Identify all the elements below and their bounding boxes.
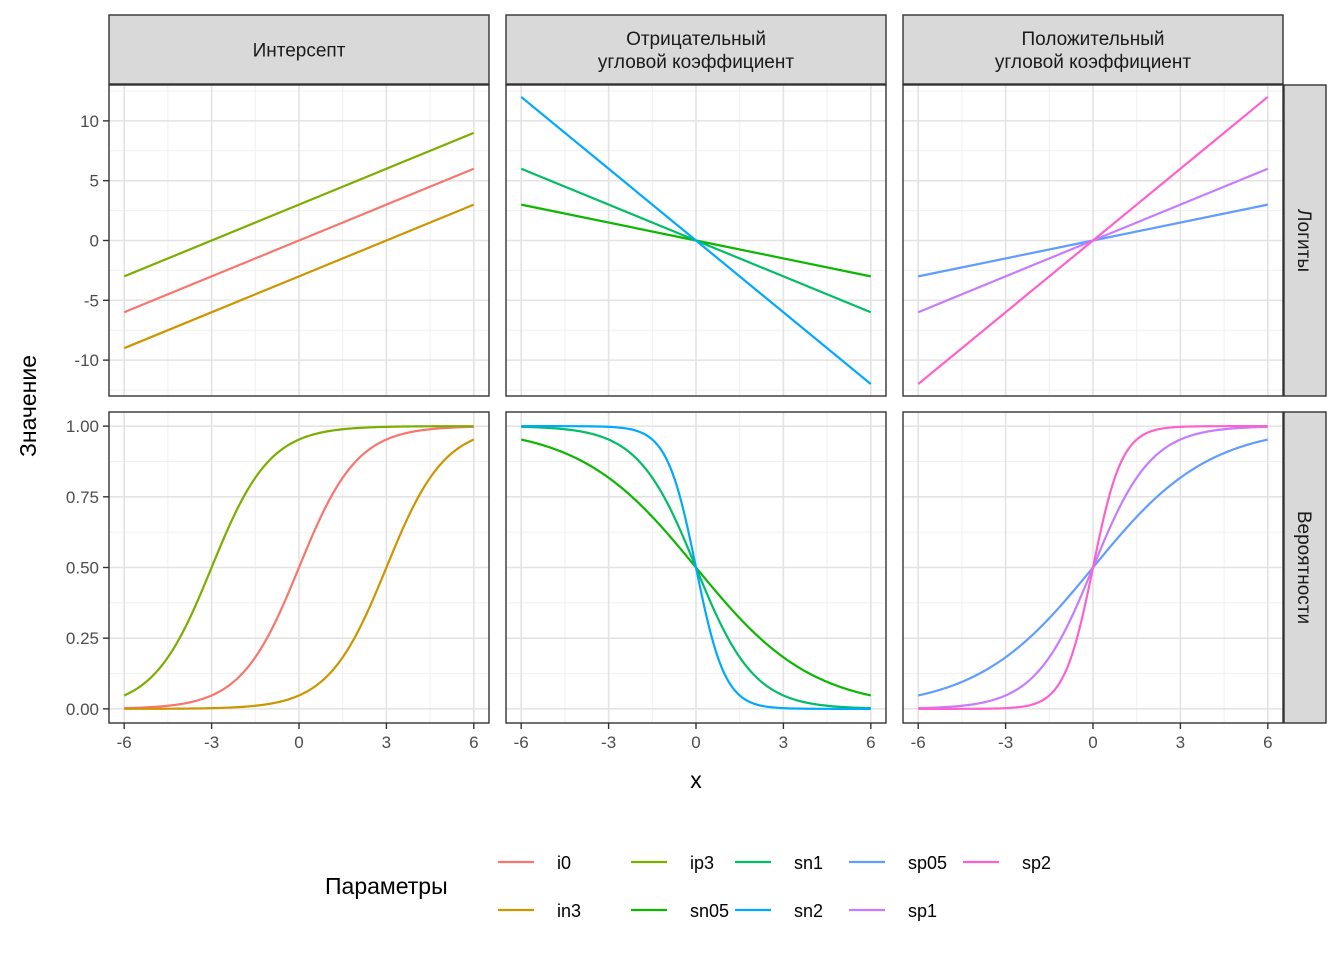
x-tick-label: 3 [1176, 733, 1185, 752]
x-tick-label: -3 [601, 733, 616, 752]
y-tick-label: -10 [74, 351, 99, 370]
y-axis-logit: -10 -5 0 5 10 [74, 112, 109, 370]
legend-item-ip3: ip3 [631, 853, 714, 873]
legend: Параметры i0 in3 ip3 sn05 sn1 sn2 sp05 sp1 sp2 [325, 853, 1051, 921]
legend-item-sp1: sp1 [849, 901, 937, 921]
legend-label: i0 [557, 853, 571, 873]
row-strips: Логиты Вероятности [1283, 84, 1327, 724]
y-tick-label: 1.00 [66, 417, 99, 436]
series-line-sn2 [521, 425, 871, 710]
x-tick-label: 0 [691, 733, 700, 752]
y-tick-label: 5 [90, 172, 99, 191]
x-tick-label: -6 [514, 733, 529, 752]
panel-prob-neg [505, 411, 887, 724]
x-tick-label: 3 [382, 733, 391, 752]
legend-item-sp05: sp05 [849, 853, 947, 873]
legend-label: sn05 [690, 901, 729, 921]
y-axis-title: Значение [15, 355, 41, 457]
y-tick-label: 0.50 [66, 559, 99, 578]
y-axes: -10 -5 0 5 10 0.00 0.25 0.50 0.75 1.00 [66, 112, 109, 719]
series-line-sp2 [917, 96, 1269, 385]
series-line-in3 [124, 438, 475, 710]
panel-logit-intercept [108, 84, 490, 397]
x-tick-label: -3 [998, 733, 1013, 752]
strip-label: угловой коэффициент [995, 52, 1191, 73]
panel-border [505, 84, 887, 397]
x-tick-label: -6 [117, 733, 132, 752]
facet-panels [108, 84, 1284, 724]
strip-label: Вероятности [1293, 511, 1314, 624]
x-tick-label: 6 [1263, 733, 1272, 752]
legend-item-sn05: sn05 [631, 901, 729, 921]
series-line-sn2 [520, 96, 872, 385]
series-line-ip3 [123, 425, 474, 697]
row-strip-logit: Логиты [1283, 84, 1327, 397]
series-line-i0 [123, 167, 475, 314]
strip-background [1283, 411, 1327, 724]
y-tick-label: 0.00 [66, 700, 99, 719]
legend-label: sp05 [908, 853, 947, 873]
legend-label: in3 [557, 901, 581, 921]
legend-label: ip3 [690, 853, 714, 873]
panel-logit-pos [902, 84, 1284, 397]
x-axis-neg: -6 -3 0 3 6 [514, 723, 876, 752]
y-tick-label: 10 [80, 112, 99, 131]
legend-title: Параметры [325, 873, 448, 899]
legend-label: sn1 [794, 853, 823, 873]
legend-item-sp2: sp2 [963, 853, 1051, 873]
strip-label: Логиты [1293, 209, 1314, 272]
y-tick-label: 0.75 [66, 488, 99, 507]
strip-label: Интерсепт [253, 41, 346, 62]
x-axis-intercept: -6 -3 0 3 6 [117, 723, 479, 752]
y-tick-label: 0.25 [66, 629, 99, 648]
x-axes: -6 -3 0 3 6 -6 -3 0 3 6 -6 -3 0 3 6 [117, 723, 1273, 752]
strip-label: угловой коэффициент [598, 52, 794, 73]
x-tick-label: -3 [204, 733, 219, 752]
legend-item-in3: in3 [498, 901, 581, 921]
strip-background [1283, 84, 1327, 397]
panel-logit-neg [505, 84, 887, 397]
strip-background [902, 14, 1284, 85]
legend-item-sn1: sn1 [735, 853, 823, 873]
x-axis-pos: -6 -3 0 3 6 [911, 723, 1273, 752]
series-line-in3 [123, 203, 475, 350]
y-tick-label: 0 [90, 232, 99, 251]
panel-border [902, 84, 1284, 397]
legend-label: sp2 [1022, 853, 1051, 873]
y-tick-label: -5 [84, 291, 99, 310]
row-strip-prob: Вероятности [1283, 411, 1327, 724]
x-tick-label: -6 [911, 733, 926, 752]
legend-item-sn2: sn2 [735, 901, 823, 921]
y-axis-prob: 0.00 0.25 0.50 0.75 1.00 [66, 417, 109, 719]
panel-prob-intercept [108, 411, 490, 724]
x-tick-label: 6 [469, 733, 478, 752]
x-tick-label: 0 [1088, 733, 1097, 752]
x-tick-label: 0 [294, 733, 303, 752]
series-line-i0 [124, 425, 474, 710]
legend-label: sn2 [794, 901, 823, 921]
column-strip-intercept: Интерсепт [108, 14, 490, 85]
panel-prob-pos [902, 411, 1284, 724]
strip-label: Положительный [1022, 29, 1165, 50]
x-tick-label: 3 [779, 733, 788, 752]
x-axis-title: x [690, 767, 702, 793]
series-line-ip3 [123, 131, 475, 278]
strip-label: Отрицательный [626, 29, 766, 50]
x-tick-label: 6 [866, 733, 875, 752]
series-line-sp2 [918, 425, 1268, 710]
strip-background [505, 14, 887, 85]
legend-label: sp1 [908, 901, 937, 921]
legend-item-i0: i0 [498, 853, 571, 873]
strip-background [108, 14, 490, 85]
